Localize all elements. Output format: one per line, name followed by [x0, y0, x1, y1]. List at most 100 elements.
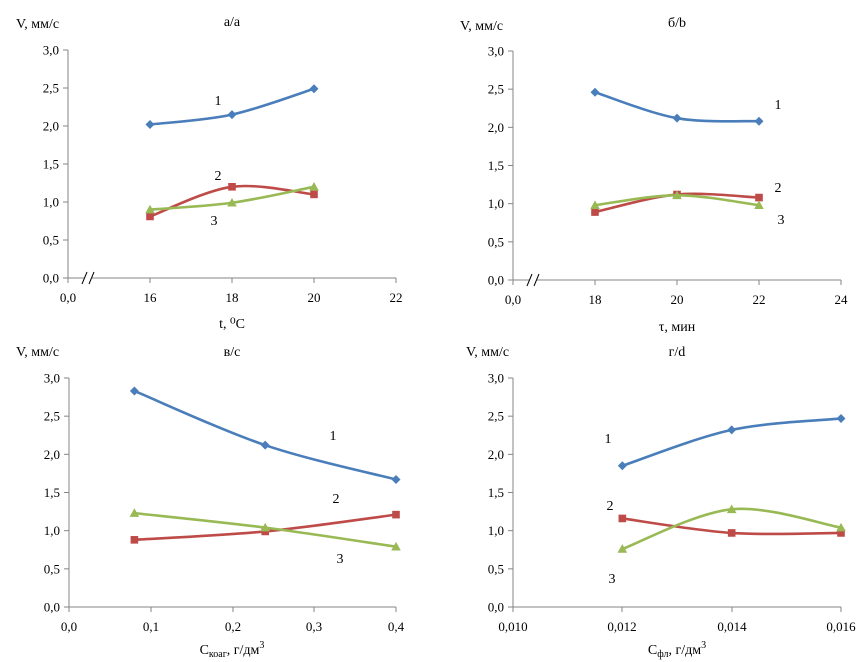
data-point [755, 193, 763, 202]
chart-panel-1: 0,0 0,5 1,0 1,5 2,0 2,5 3,0 0,0 16 18 20 22 а/a V, мм… [16, 15, 403, 332]
chart-title: г/d [669, 345, 686, 360]
data-point [145, 204, 155, 214]
series-label: 1 [330, 429, 337, 444]
series-label: 2 [333, 492, 340, 507]
data-point [227, 197, 237, 207]
series-label: 2 [775, 181, 782, 196]
y-tick-label: 3,0 [488, 44, 504, 59]
axis-break-gap [84, 272, 92, 284]
series-label: 2 [607, 499, 614, 514]
chart-title: в/c [224, 345, 241, 360]
axis-break-gap [529, 274, 537, 286]
y-tick-label: 0,5 [488, 234, 504, 249]
data-point [726, 504, 737, 514]
y-tick-label: 1,5 [488, 158, 504, 173]
chart-title: б/b [668, 16, 686, 31]
series-label: 1 [775, 98, 782, 113]
series-label: 2 [215, 169, 222, 184]
data-point [617, 461, 627, 471]
y-tick-label: 2,0 [488, 447, 504, 462]
axis-break-mark [81, 271, 88, 285]
x-axis-label: t, ⁰С [219, 317, 245, 332]
x-axis-label: Cкоаг, г/дм3 [200, 640, 265, 660]
y-tick-label: 1,5 [44, 485, 60, 500]
y-tick-label: 2,0 [43, 119, 59, 134]
data-point [754, 200, 764, 209]
y-tick-label: 3,0 [43, 43, 59, 58]
x-axis-label-unit: , г/дм [227, 643, 260, 658]
x-tick-label: 18 [226, 290, 239, 305]
series-1: 1 [605, 413, 846, 471]
x-tick-label: 18 [589, 292, 602, 307]
series-2: 2 [146, 169, 318, 221]
x-tick-label: 0,4 [388, 619, 405, 634]
series-1: 1 [590, 87, 782, 126]
series-3: 3 [145, 182, 319, 229]
data-point [591, 208, 599, 216]
x-tick-label: 16 [144, 290, 158, 305]
data-point [309, 84, 319, 94]
x-tick-label: 0,014 [717, 619, 747, 634]
y-tick-label: 1,5 [43, 157, 59, 172]
data-point [310, 190, 318, 199]
data-point [309, 182, 319, 191]
x-tick-label: 22 [753, 292, 766, 307]
x-tick-label: 22 [390, 290, 403, 305]
axis-break-mark [533, 273, 540, 287]
x-axis-label-main: C [200, 643, 209, 658]
x-axis-label-main: C [648, 643, 657, 658]
x-axis-label-sup: 3 [701, 640, 706, 651]
data-point [146, 212, 154, 221]
x-tick-label: 0,3 [306, 619, 322, 634]
y-tick-label: 2,5 [44, 409, 60, 424]
series-2: 2 [607, 499, 845, 537]
series-2: 2 [130, 492, 400, 544]
x-axis-label-sub: коаг [209, 649, 227, 660]
data-point [145, 119, 155, 129]
series-label: 1 [605, 432, 612, 447]
data-point [754, 116, 764, 126]
data-point [836, 522, 846, 532]
data-point [391, 541, 401, 551]
series-3: 3 [609, 504, 846, 587]
data-point [129, 386, 139, 396]
x-tick-label: 0,016 [826, 619, 856, 634]
data-point [130, 536, 139, 544]
data-point [260, 440, 270, 450]
y-axis-label: V, мм/с [16, 345, 59, 360]
y-tick-label: 1,0 [488, 523, 504, 538]
x-axis-label-unit: , г/дм [668, 643, 701, 658]
chart-panel-2: 0,0 0,5 1,0 1,5 2,0 2,5 3,0 0,0 18 20 22 24 б/b V, мм… [460, 16, 848, 335]
data-point [727, 425, 737, 435]
series-label: 3 [211, 214, 218, 229]
x-tick-label: 0,010 [498, 619, 527, 634]
y-tick-label: 0,5 [488, 561, 504, 576]
x-axis-label: Cфл, г/дм3 [648, 640, 706, 660]
data-point [590, 200, 600, 209]
data-point [672, 190, 682, 200]
data-point [228, 183, 236, 191]
y-tick-label: 0,0 [488, 273, 504, 288]
y-tick-label: 2,0 [44, 447, 60, 462]
chart-panel-3: 0,0 0,5 1,0 1,5 2,0 2,5 3,0 0,0 0,1 0,2 0,3 0,4 в/c V… [16, 345, 405, 660]
data-point [617, 544, 628, 553]
y-tick-label: 0,0 [44, 600, 60, 615]
data-point [227, 110, 237, 120]
x-tick-label: 0,1 [143, 619, 159, 634]
data-point [727, 529, 736, 537]
data-point [672, 113, 682, 123]
series-1: 1 [129, 386, 401, 485]
x-tick-label: 0,012 [607, 619, 636, 634]
data-point [260, 522, 270, 532]
y-tick-label: 1,5 [488, 485, 504, 500]
data-point [391, 475, 401, 485]
series-label: 1 [215, 94, 222, 109]
data-point [129, 508, 140, 517]
chart-title: а/a [224, 15, 241, 30]
y-axis-label: V, мм/с [16, 17, 59, 32]
series-line [621, 507, 843, 551]
data-point [837, 529, 845, 537]
y-tick-label: 2,5 [488, 409, 504, 424]
series-1: 1 [145, 84, 319, 129]
